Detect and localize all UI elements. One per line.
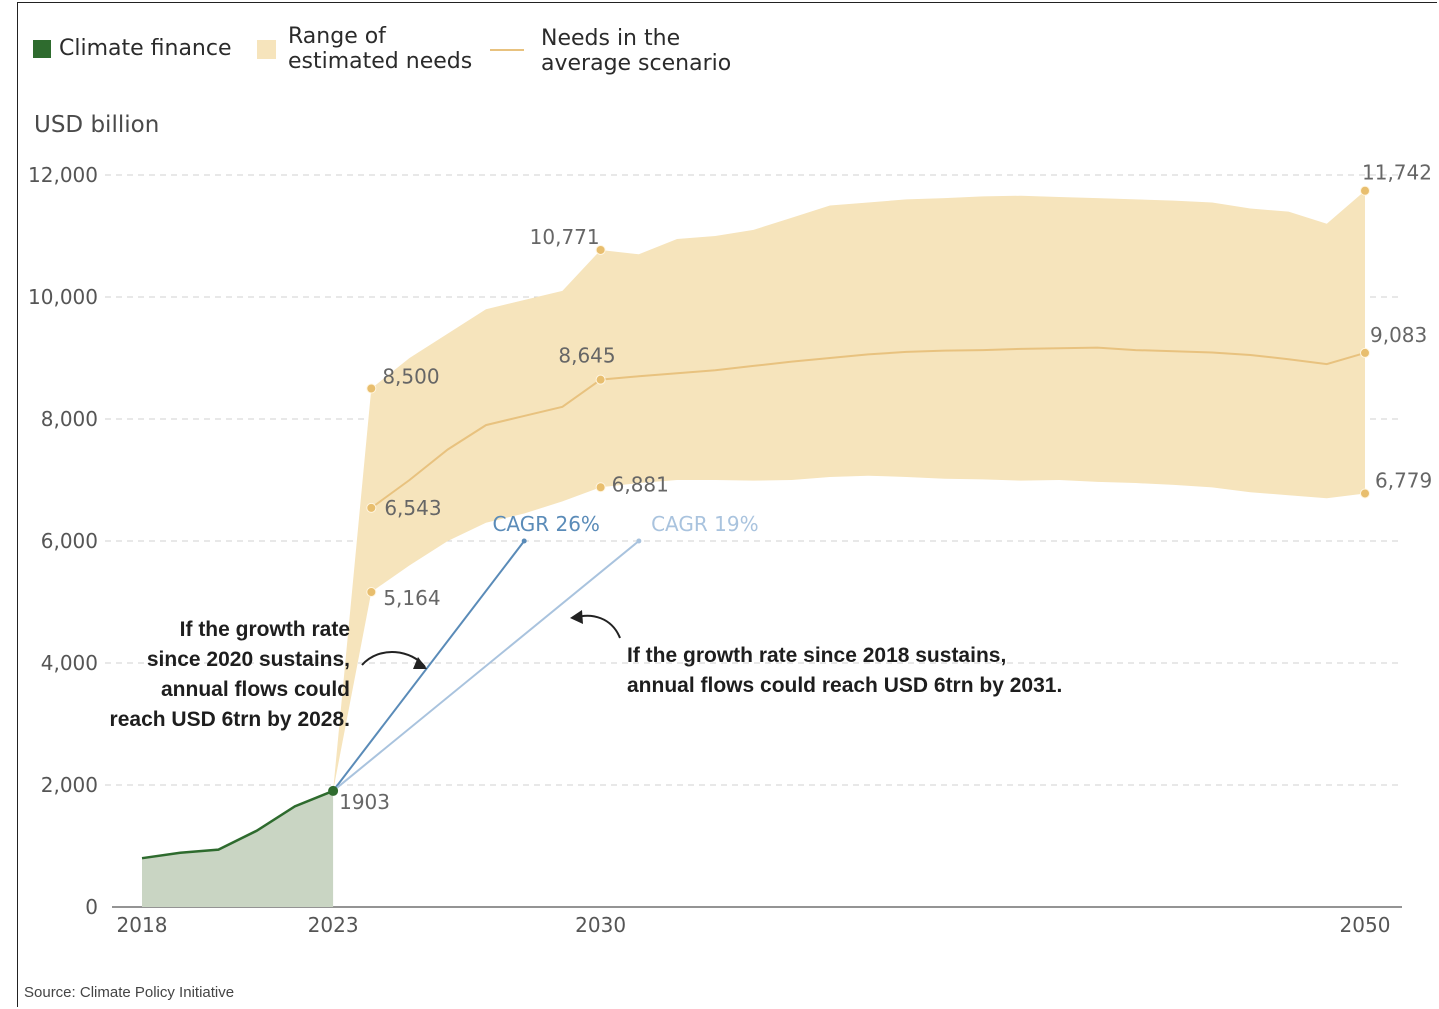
y-tick-label: 6,000: [41, 529, 98, 553]
data-point-marker: [595, 374, 606, 385]
y-tick-label: 0: [85, 895, 98, 919]
data-point-marker: [595, 482, 606, 493]
y-tick-label: 4,000: [41, 651, 98, 675]
chart-frame: [17, 2, 1437, 1007]
projection-label: CAGR 26%: [492, 512, 600, 536]
data-point-marker: [366, 383, 377, 394]
data-label: 8,500: [382, 365, 439, 389]
data-label: 8,645: [558, 344, 615, 368]
legend-label-average: Needs in the average scenario: [541, 26, 732, 76]
data-point-marker: [1360, 347, 1370, 358]
x-tick-label: 2030: [575, 913, 626, 937]
data-label: 11,742: [1362, 161, 1432, 185]
data-label: 6,543: [384, 496, 441, 520]
legend-label-climate-finance: Climate finance: [59, 36, 232, 61]
legend-swatch-climate-finance: [33, 40, 51, 58]
data-label: 6,779: [1375, 468, 1432, 492]
data-label: 9,083: [1370, 323, 1427, 347]
legend-climate-finance: Climate finance: [33, 36, 232, 61]
y-axis-unit-label: USD billion: [34, 112, 160, 138]
data-point-marker: [366, 502, 377, 513]
y-tick-label: 8,000: [41, 407, 98, 431]
x-tick-label: 2023: [308, 913, 359, 937]
data-point-marker: [328, 785, 339, 796]
data-label: 5,164: [383, 586, 440, 610]
data-label: 1903: [339, 790, 390, 814]
source-note: Source: Climate Policy Initiative: [24, 984, 235, 1001]
data-point-marker: [1360, 185, 1370, 196]
annotation-right: If the growth rate since 2018 sustains, …: [627, 644, 1063, 697]
legend-swatch-average: [490, 49, 524, 51]
projection-label: CAGR 19%: [651, 512, 759, 536]
projection-line: [332, 540, 525, 792]
data-label: 6,881: [612, 472, 669, 496]
projection-end-dot: [521, 538, 527, 544]
data-point-marker: [595, 244, 606, 255]
y-tick-label: 12,000: [28, 163, 98, 187]
projection-end-dot: [636, 538, 642, 544]
climate-finance-area: [142, 790, 334, 907]
y-tick-label: 10,000: [28, 285, 98, 309]
annotation-left: If the growth rate since 2020 sustains, …: [109, 618, 350, 731]
x-tick-label: 2050: [1340, 913, 1391, 937]
legend-range: Range of estimated needs: [257, 24, 472, 74]
average-scenario-line: [370, 346, 1366, 509]
data-label: 10,771: [530, 225, 600, 249]
legend-label-range: Range of estimated needs: [288, 24, 473, 74]
projection-line: [332, 540, 640, 792]
data-point-marker: [366, 586, 377, 597]
legend-swatch-range: [257, 40, 276, 59]
data-point-marker: [1360, 488, 1370, 499]
climate-finance-line: [141, 789, 334, 860]
y-tick-label: 2,000: [41, 773, 98, 797]
legend-average: Needs in the average scenario: [490, 26, 731, 76]
arrow-head-right: [570, 610, 583, 624]
x-tick-label: 2018: [117, 913, 168, 937]
range-band: [333, 190, 1365, 791]
arrow-head-left: [413, 657, 427, 669]
